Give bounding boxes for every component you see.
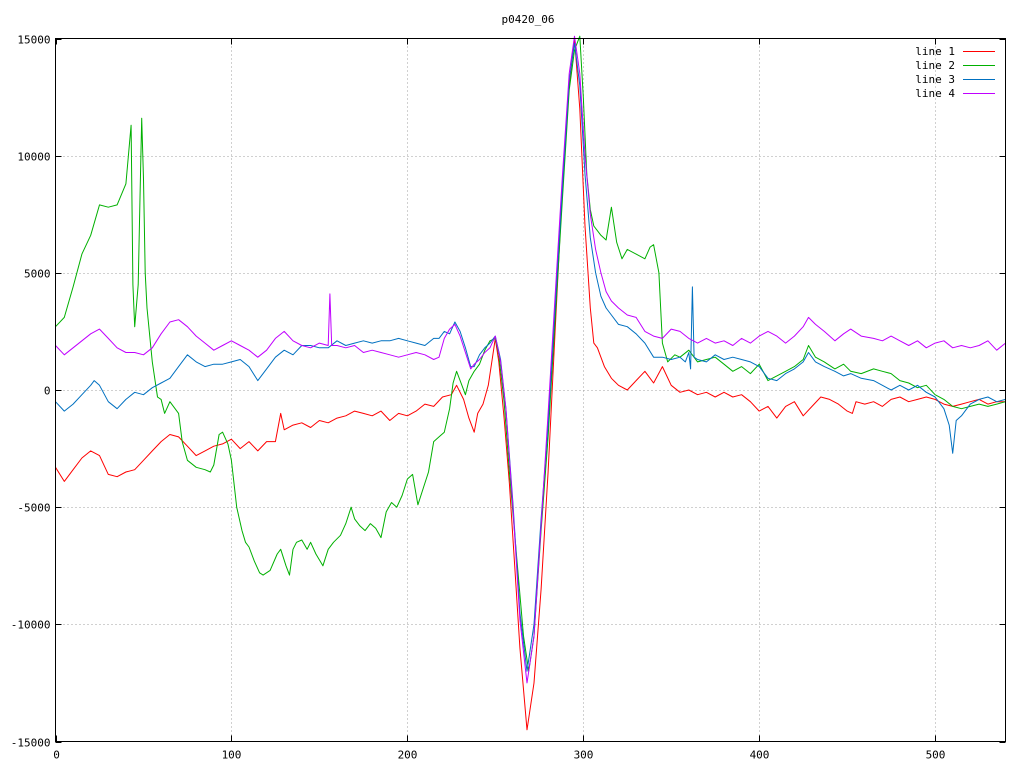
y-tick-label: 15000 [17, 34, 50, 47]
series-line-4 [55, 35, 1006, 684]
plot-frame [55, 38, 1006, 742]
y-tick-label: -5000 [17, 502, 50, 515]
grid [55, 38, 1006, 742]
axes: 0 100 200 300 400 500 -15000 -10000 -5000 0 5000 10… [11, 34, 1006, 762]
series-layer [55, 35, 1006, 731]
x-tick-label: 500 [926, 749, 946, 762]
legend-label-4: line 4 [915, 87, 955, 100]
x-tick-label: 0 [53, 749, 60, 762]
y-tick-label: 0 [44, 385, 51, 398]
x-tick-label: 400 [750, 749, 770, 762]
chart-title: p0420_06 [502, 13, 555, 26]
x-tick-label: 300 [574, 749, 594, 762]
legend-label-1: line 1 [915, 45, 955, 58]
y-tick-label: -10000 [11, 619, 51, 632]
x-tick-label: 200 [398, 749, 418, 762]
series-line-3 [55, 42, 1006, 672]
legend-label-2: line 2 [915, 59, 955, 72]
y-tick-label: -15000 [11, 737, 51, 750]
y-tick-label: 5000 [24, 268, 51, 281]
series-line-1 [55, 38, 1006, 731]
series-line-2 [55, 35, 1006, 672]
x-tick-label: 100 [222, 749, 242, 762]
legend-label-3: line 3 [915, 73, 955, 86]
y-tick-label: 10000 [17, 151, 50, 164]
